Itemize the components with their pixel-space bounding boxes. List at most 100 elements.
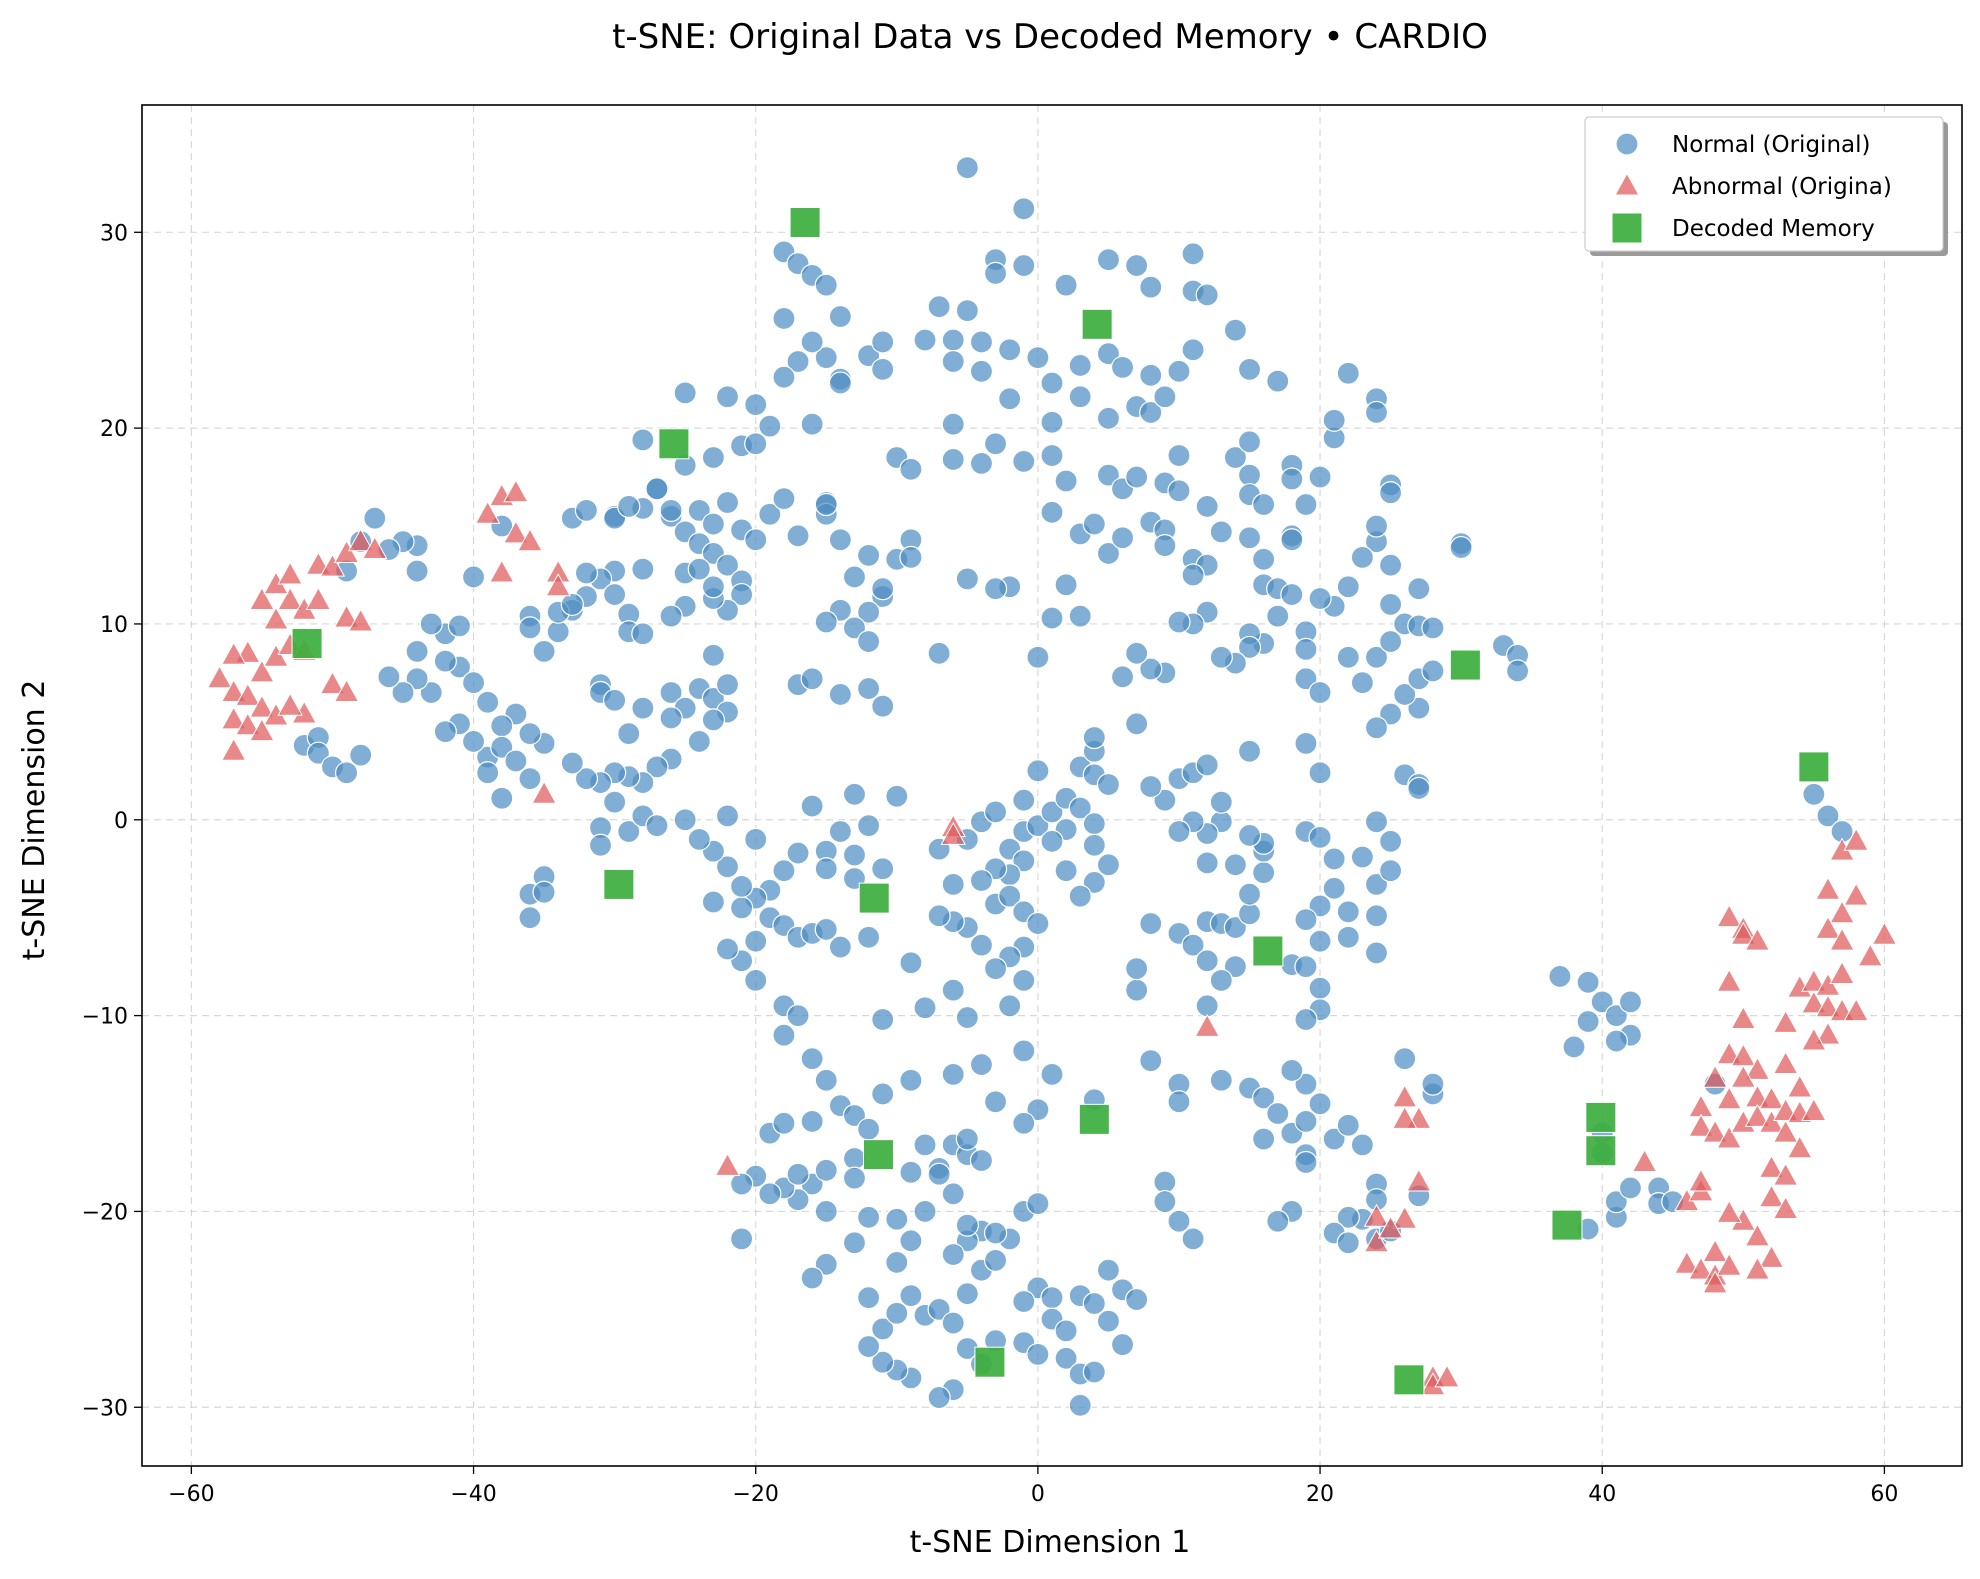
abnormal-point xyxy=(277,561,303,585)
normal-point xyxy=(842,1146,867,1171)
memory-point xyxy=(1585,1101,1617,1133)
normal-point xyxy=(856,629,881,654)
normal-point xyxy=(800,667,824,691)
normal-point xyxy=(1209,1068,1233,1092)
normal-point xyxy=(433,649,457,673)
normal-point xyxy=(1209,968,1233,992)
normal-point xyxy=(1012,1289,1036,1314)
normal-point xyxy=(1604,1029,1628,1053)
memory-point xyxy=(1252,935,1284,967)
normal-point xyxy=(730,896,754,920)
abnormal-point xyxy=(1772,1051,1799,1075)
abnormal-point xyxy=(1843,998,1869,1022)
series-memory xyxy=(291,206,1830,1396)
normal-point xyxy=(1223,445,1248,470)
normal-point xyxy=(1125,956,1149,981)
normal-point xyxy=(1237,463,1262,487)
abnormal-point xyxy=(1843,882,1869,906)
abnormal-point xyxy=(305,586,332,610)
normal-point xyxy=(1223,318,1248,342)
normal-point xyxy=(1181,933,1205,957)
normal-point xyxy=(1308,894,1332,918)
normal-point xyxy=(1364,941,1389,965)
normal-point xyxy=(800,412,824,436)
x-tick-label: 40 xyxy=(1588,1482,1616,1507)
normal-point xyxy=(730,874,754,898)
abnormal-point xyxy=(1702,1064,1728,1088)
abnormal-point xyxy=(263,643,289,667)
normal-point xyxy=(1096,772,1121,797)
normal-point xyxy=(983,432,1008,456)
chart-title: t-SNE: Original Data vs Decoded Memory •… xyxy=(612,17,1488,57)
abnormal-point xyxy=(1815,1021,1841,1045)
x-tick-label: −60 xyxy=(168,1482,214,1507)
y-axis-label: t-SNE Dimension 2 xyxy=(17,680,52,961)
normal-point xyxy=(1308,976,1332,1000)
normal-point xyxy=(518,616,542,640)
normal-point xyxy=(603,688,627,712)
normal-point xyxy=(955,1213,979,1237)
normal-point xyxy=(687,557,711,581)
normal-point xyxy=(1139,400,1163,425)
normal-point xyxy=(828,682,852,707)
normal-point xyxy=(461,671,486,695)
abnormal-point xyxy=(503,479,529,503)
normal-point xyxy=(969,933,994,957)
abnormal-point xyxy=(1801,1098,1827,1122)
normal-point xyxy=(1040,371,1064,395)
normal-point xyxy=(800,1109,824,1133)
normal-point xyxy=(856,600,881,624)
normal-point xyxy=(1252,861,1276,885)
normal-point xyxy=(1026,911,1050,936)
plot-area: −60 −40 −20 0 20 40 60 −30 −20 −10 0 10 20 30 Normal (… xyxy=(82,104,1963,1507)
normal-point xyxy=(617,722,641,746)
normal-point xyxy=(758,414,782,438)
abnormal-point xyxy=(545,573,571,597)
normal-point xyxy=(1195,851,1219,875)
abnormal-point xyxy=(1716,1125,1742,1149)
normal-point xyxy=(1153,1170,1177,1194)
normal-point xyxy=(1096,853,1121,877)
normal-point xyxy=(1153,385,1177,409)
normal-point xyxy=(814,610,838,634)
normal-point xyxy=(349,743,373,767)
normal-point xyxy=(941,447,965,472)
normal-point xyxy=(955,1127,979,1151)
normal-point xyxy=(546,620,570,644)
normal-point xyxy=(1026,814,1050,838)
normal-point xyxy=(1294,667,1318,691)
normal-point xyxy=(1195,283,1219,307)
normal-point xyxy=(842,843,867,867)
normal-point xyxy=(1364,872,1389,896)
abnormal-point xyxy=(333,604,360,628)
normal-point xyxy=(955,299,979,323)
abnormal-point xyxy=(333,539,360,563)
normal-point xyxy=(1336,900,1360,924)
memory-point xyxy=(1081,308,1113,340)
abnormal-point xyxy=(1730,1005,1757,1030)
abnormal-point xyxy=(319,553,346,577)
normal-point xyxy=(631,696,655,720)
normal-point xyxy=(885,1250,909,1274)
normal-point xyxy=(1379,702,1403,726)
normal-point xyxy=(871,694,895,718)
memory-point xyxy=(1551,1209,1583,1241)
abnormal-point xyxy=(1406,1168,1432,1192)
normal-point xyxy=(476,761,500,785)
normal-point xyxy=(1237,739,1262,763)
normal-point xyxy=(1294,731,1318,755)
abnormal-point xyxy=(1829,900,1855,924)
abnormal-point xyxy=(277,586,303,610)
normal-point xyxy=(927,1297,951,1321)
normal-point xyxy=(405,559,429,583)
normal-point xyxy=(1350,545,1374,569)
normal-point xyxy=(532,639,556,663)
normal-point xyxy=(842,1103,867,1128)
normal-point xyxy=(772,1111,796,1135)
normal-point xyxy=(856,1117,881,1141)
abnormal-point xyxy=(1772,1119,1799,1143)
abnormal-point xyxy=(1801,990,1827,1014)
legend-label-normal: Normal (Original) xyxy=(1672,132,1870,158)
normal-point xyxy=(814,1199,838,1224)
normal-point xyxy=(856,814,881,838)
